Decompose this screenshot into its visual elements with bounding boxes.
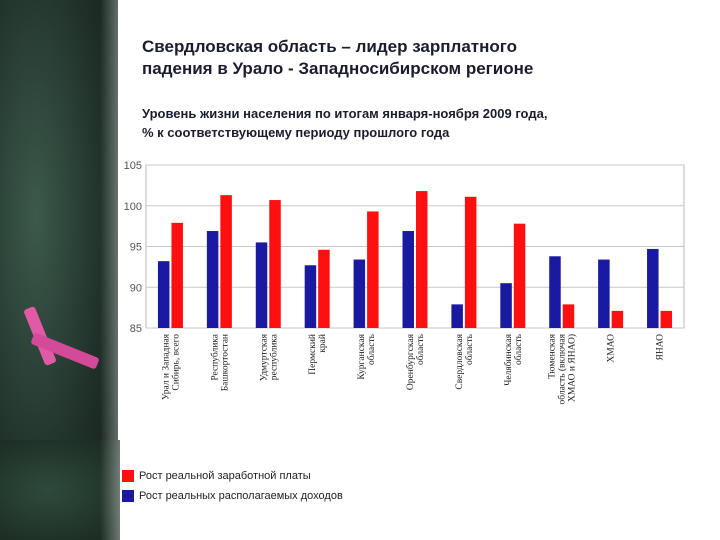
bar-wage	[464, 196, 477, 328]
bar-income	[157, 261, 170, 328]
legend-swatch-wage	[122, 470, 134, 482]
chart-subtitle-line: Уровень жизни населения по итогам января…	[142, 106, 548, 121]
category-label: Удмуртская	[259, 333, 269, 381]
category-label: ХМАО и ЯНАО)	[567, 334, 578, 402]
category-label: область	[366, 333, 377, 365]
legend-swatch-income	[122, 490, 134, 502]
category-label: Тюменская	[548, 333, 558, 379]
bar-income	[304, 265, 317, 328]
bar-income	[402, 231, 414, 328]
bar-wage	[220, 195, 232, 328]
bar-wage	[367, 211, 379, 328]
bar-income	[451, 304, 463, 328]
slide-title-line: падения в Урало - Западносибирском регио…	[142, 59, 534, 78]
y-tick-label: 95	[130, 242, 142, 254]
bar-wage	[513, 223, 526, 328]
bar-income	[353, 259, 366, 328]
category-label: область	[415, 333, 426, 365]
category-label: Башкортостан	[220, 334, 230, 391]
category-label: Сибирь, всего	[170, 334, 181, 391]
category-label: край	[317, 334, 328, 353]
bar-income	[500, 283, 512, 328]
bar-wage	[269, 200, 281, 328]
category-label: Республика	[209, 333, 220, 380]
y-tick-label: 90	[130, 282, 142, 294]
bar-wage	[171, 222, 183, 328]
bar-wage	[562, 304, 575, 328]
category-label: республика	[268, 333, 279, 380]
bar-wage	[318, 249, 330, 328]
bar-income	[549, 256, 561, 328]
y-tick-label: 105	[124, 160, 142, 172]
bar-wage	[611, 310, 624, 328]
chart-subtitle-line: % к соответствующему периоду прошлого го…	[142, 125, 450, 140]
category-label: Свердловская	[455, 333, 465, 389]
bar-income	[598, 259, 610, 328]
category-label: Пермский	[307, 334, 318, 375]
slide-title-line: Свердловская область – лидер зарплатного	[142, 37, 518, 56]
legend-item-income: Рост реальных располагаемых доходов	[122, 486, 343, 506]
legend-label-wage: Рост реальной заработной платы	[139, 470, 311, 482]
chart-legend: Рост реальной заработной платы Рост реал…	[122, 466, 343, 506]
category-label: ЯНАО	[656, 334, 666, 361]
slide-title: Свердловская область – лидер зарплатного…	[142, 36, 712, 80]
bar-wage	[660, 310, 673, 328]
bar-wage	[416, 191, 428, 328]
category-label: область	[513, 333, 524, 365]
category-label: ХМАО	[607, 334, 617, 363]
bar-income	[647, 248, 659, 328]
y-tick-label: 85	[130, 323, 142, 335]
bar-income	[206, 231, 219, 328]
chart-subtitle: Уровень жизни населения по итогам января…	[142, 104, 712, 142]
bar-income	[255, 242, 268, 328]
category-label: область	[464, 333, 475, 365]
legend-label-income: Рост реальных располагаемых доходов	[139, 490, 343, 502]
y-tick-label: 100	[124, 201, 142, 213]
category-label: Урал и Западная	[161, 333, 171, 400]
category-label: Оренбургская	[405, 333, 416, 390]
category-label: Курганская	[357, 333, 367, 379]
bar-chart: 85 90 95 100 105 Урал и Западная Сибирь, всего…	[124, 160, 685, 405]
category-label: область (включая	[557, 333, 568, 404]
category-label: Челябинская	[503, 333, 514, 385]
legend-item-wage: Рост реальной заработной платы	[122, 466, 343, 486]
